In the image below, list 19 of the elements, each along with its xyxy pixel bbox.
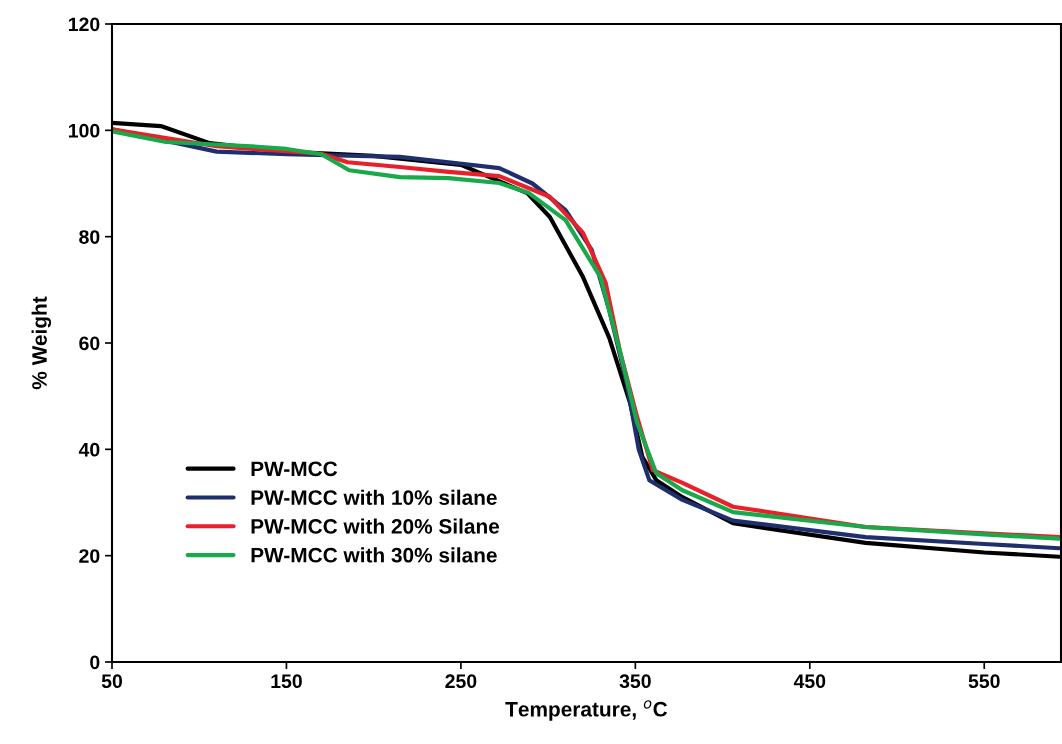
- y-tick-label: 60: [79, 336, 100, 351]
- x-tick-label: 50: [101, 674, 123, 689]
- y-tick-label: 100: [68, 123, 100, 138]
- y-tick-label: 120: [68, 17, 100, 32]
- x-tick-label: 150: [271, 674, 302, 689]
- x-tick-label: 350: [619, 674, 651, 689]
- legend-label: PW-MCC: [251, 461, 338, 477]
- y-tick-label: 40: [78, 442, 100, 457]
- y-tick-label: 20: [79, 549, 100, 563]
- y-axis-title: % Weight: [31, 296, 52, 390]
- y-tick-label: 0: [90, 655, 100, 670]
- y-tick-label: 80: [79, 230, 100, 244]
- x-axis-title: Temperature, $^{o}$C: [505, 700, 668, 721]
- x-tick-label: 250: [445, 674, 477, 689]
- x-tick-label: 450: [793, 674, 826, 689]
- legend-label: PW-MCC with 20% Silane: [251, 518, 500, 534]
- legend-label: PW-MCC with 30% silane: [251, 547, 497, 563]
- legend-label: PW-MCC with 10% silane: [251, 489, 497, 505]
- x-tick-label: 550: [968, 674, 1000, 689]
